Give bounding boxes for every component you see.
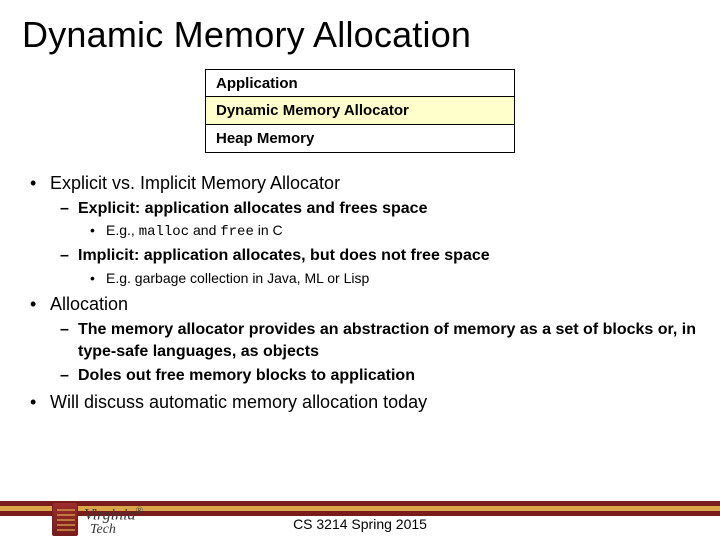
bullet-allocation: Allocation The memory allocator provides…: [24, 292, 696, 386]
slide-title: Dynamic Memory Allocation: [0, 0, 720, 56]
stack-row-heap: Heap Memory: [205, 124, 515, 153]
slide: Dynamic Memory Allocation Application Dy…: [0, 0, 720, 540]
subbullet-doles: Doles out free memory blocks to applicat…: [50, 365, 696, 387]
subbullet-explicit: Explicit: application allocates and free…: [50, 198, 696, 243]
bullet-text: Allocation: [50, 294, 128, 314]
subbullet-text: Implicit: application allocates, but doe…: [78, 247, 490, 264]
bullet-explicit-vs-implicit: Explicit vs. Implicit Memory Allocator E…: [24, 171, 696, 289]
text-fragment: E.g.,: [106, 222, 139, 238]
code-malloc: malloc: [139, 224, 189, 240]
subbullet-abstraction: The memory allocator provides an abstrac…: [50, 319, 696, 362]
subsub-gc: E.g. garbage collection in Java, ML or L…: [78, 269, 696, 289]
bullet-text: Explicit vs. Implicit Memory Allocator: [50, 173, 340, 193]
subbullet-implicit: Implicit: application allocates, but doe…: [50, 245, 696, 288]
subbullet-text: Explicit: application allocates and free…: [78, 200, 427, 217]
stack-row-allocator: Dynamic Memory Allocator: [205, 96, 515, 125]
subsub-malloc-free: E.g., malloc and free in C: [78, 221, 696, 243]
content-body: Explicit vs. Implicit Memory Allocator E…: [0, 153, 720, 415]
code-free: free: [220, 224, 254, 240]
layer-stack: Application Dynamic Memory Allocator Hea…: [205, 69, 515, 153]
stack-row-application: Application: [205, 69, 515, 98]
footer-course: CS 3214 Spring 2015: [0, 516, 720, 532]
bullet-automatic: Will discuss automatic memory allocation…: [24, 390, 696, 414]
text-fragment: and: [189, 222, 220, 238]
text-fragment: in C: [254, 222, 283, 238]
